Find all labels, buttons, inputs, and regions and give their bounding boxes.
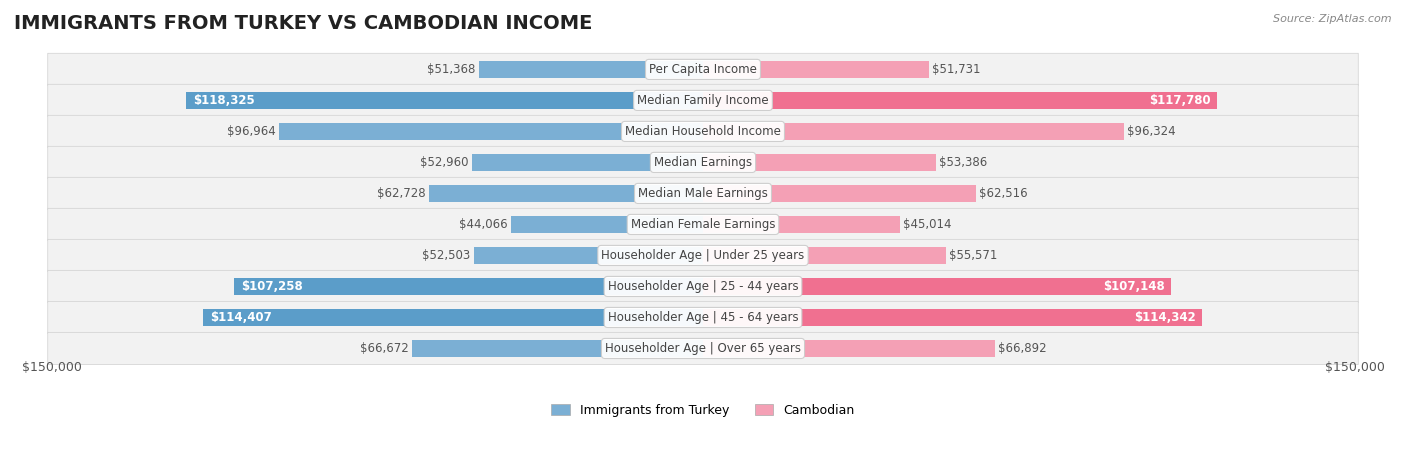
Bar [471,154,703,171]
Text: $52,503: $52,503 [422,249,471,262]
Bar [429,185,703,202]
Text: $117,780: $117,780 [1149,94,1211,107]
Bar [703,61,929,78]
Text: $51,731: $51,731 [932,63,981,76]
Text: $51,368: $51,368 [427,63,475,76]
FancyBboxPatch shape [48,301,1358,333]
Text: $45,014: $45,014 [903,218,952,231]
Text: $44,066: $44,066 [458,218,508,231]
Text: Median Family Income: Median Family Income [637,94,769,107]
Text: Median Female Earnings: Median Female Earnings [631,218,775,231]
Bar [703,278,1171,295]
Text: $150,000: $150,000 [1324,361,1385,374]
FancyBboxPatch shape [48,208,1358,241]
Bar [703,154,936,171]
Bar [204,309,703,326]
FancyBboxPatch shape [48,84,1358,117]
Text: $150,000: $150,000 [21,361,82,374]
Bar [186,92,703,109]
Text: $96,324: $96,324 [1128,125,1175,138]
Text: Median Household Income: Median Household Income [626,125,780,138]
Legend: Immigrants from Turkey, Cambodian: Immigrants from Turkey, Cambodian [547,399,859,422]
Text: $53,386: $53,386 [939,156,988,169]
Bar [510,216,703,233]
Text: $114,407: $114,407 [209,311,271,324]
Text: $52,960: $52,960 [420,156,468,169]
Text: $107,148: $107,148 [1102,280,1164,293]
Text: Householder Age | Under 25 years: Householder Age | Under 25 years [602,249,804,262]
Bar [235,278,703,295]
FancyBboxPatch shape [48,53,1358,85]
Bar [703,92,1218,109]
Text: $55,571: $55,571 [949,249,997,262]
Text: Householder Age | 45 - 64 years: Householder Age | 45 - 64 years [607,311,799,324]
Text: Per Capita Income: Per Capita Income [650,63,756,76]
Bar [280,123,703,140]
Text: $66,892: $66,892 [998,342,1047,355]
Text: Source: ZipAtlas.com: Source: ZipAtlas.com [1274,14,1392,24]
Bar [703,123,1123,140]
Text: $62,728: $62,728 [377,187,426,200]
Bar [703,340,995,357]
Text: IMMIGRANTS FROM TURKEY VS CAMBODIAN INCOME: IMMIGRANTS FROM TURKEY VS CAMBODIAN INCO… [14,14,592,33]
Bar [412,340,703,357]
FancyBboxPatch shape [48,146,1358,178]
Bar [703,216,900,233]
Text: $96,964: $96,964 [228,125,276,138]
Text: Householder Age | 25 - 44 years: Householder Age | 25 - 44 years [607,280,799,293]
FancyBboxPatch shape [48,177,1358,210]
Bar [703,309,1202,326]
Text: Median Male Earnings: Median Male Earnings [638,187,768,200]
FancyBboxPatch shape [48,239,1358,272]
FancyBboxPatch shape [48,115,1358,148]
Text: $107,258: $107,258 [240,280,302,293]
FancyBboxPatch shape [48,270,1358,303]
Bar [478,61,703,78]
Text: Median Earnings: Median Earnings [654,156,752,169]
Text: $114,342: $114,342 [1135,311,1197,324]
Bar [703,185,976,202]
Text: Householder Age | Over 65 years: Householder Age | Over 65 years [605,342,801,355]
Bar [703,247,946,264]
Text: $66,672: $66,672 [360,342,409,355]
FancyBboxPatch shape [48,333,1358,365]
Text: $118,325: $118,325 [193,94,254,107]
Text: $62,516: $62,516 [980,187,1028,200]
Bar [474,247,703,264]
